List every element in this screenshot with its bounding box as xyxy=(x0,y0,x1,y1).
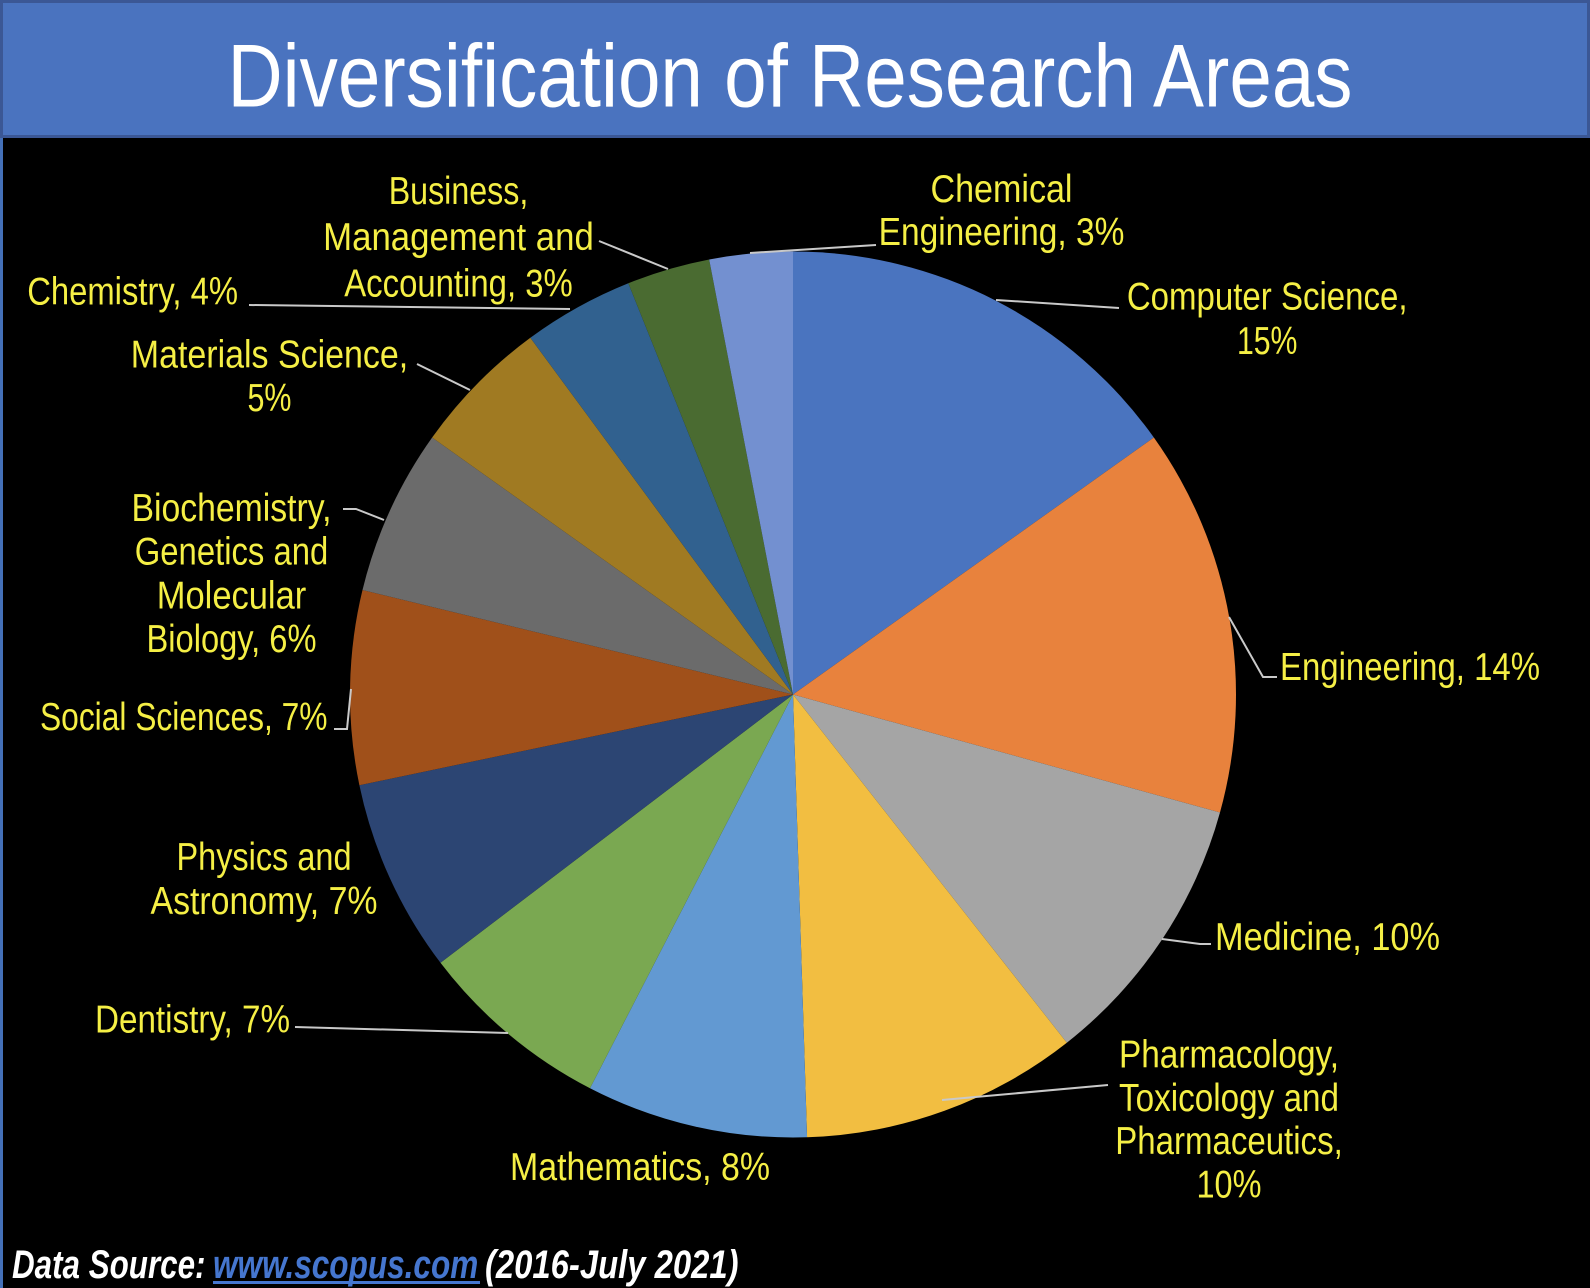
svg-text:Business,: Business, xyxy=(389,170,529,213)
svg-text:Molecular: Molecular xyxy=(157,574,307,617)
svg-text:Physics and: Physics and xyxy=(177,836,352,879)
svg-text:Data Source:: Data Source: xyxy=(12,1243,206,1287)
svg-text:5%: 5% xyxy=(248,377,292,420)
svg-text:Diversification of Research Ar: Diversification of Research Areas xyxy=(228,26,1353,126)
svg-text:Accounting, 3%: Accounting, 3% xyxy=(344,263,573,306)
svg-text:Materials Science,: Materials Science, xyxy=(131,334,408,377)
svg-text:Biology, 6%: Biology, 6% xyxy=(147,618,317,661)
svg-text:Dentistry, 7%: Dentistry, 7% xyxy=(95,999,290,1042)
svg-text:www.scopus.com: www.scopus.com xyxy=(213,1243,478,1287)
svg-text:Pharmacology,: Pharmacology, xyxy=(1119,1034,1339,1077)
svg-text:Computer Science,: Computer Science, xyxy=(1127,275,1408,318)
svg-text:Pharmaceutics,: Pharmaceutics, xyxy=(1115,1120,1343,1163)
svg-text:15%: 15% xyxy=(1237,320,1298,363)
svg-text:Toxicology and: Toxicology and xyxy=(1119,1077,1339,1120)
svg-text:Management and: Management and xyxy=(323,216,594,259)
svg-text:Astronomy, 7%: Astronomy, 7% xyxy=(151,880,378,923)
svg-text:Medicine, 10%: Medicine, 10% xyxy=(1215,916,1440,959)
svg-text:Genetics and: Genetics and xyxy=(135,531,329,574)
svg-text:Chemistry, 4%: Chemistry, 4% xyxy=(27,271,238,314)
svg-text:Chemical: Chemical xyxy=(931,168,1073,211)
svg-text:Social Sciences, 7%: Social Sciences, 7% xyxy=(40,696,328,739)
svg-text:Engineering, 3%: Engineering, 3% xyxy=(879,211,1125,254)
svg-text:Biochemistry,: Biochemistry, xyxy=(132,487,332,530)
svg-text:(2016-July 2021): (2016-July 2021) xyxy=(485,1243,739,1287)
svg-text:10%: 10% xyxy=(1197,1163,1262,1206)
svg-text:Mathematics, 8%: Mathematics, 8% xyxy=(510,1146,770,1189)
svg-text:Engineering, 14%: Engineering, 14% xyxy=(1280,646,1540,689)
